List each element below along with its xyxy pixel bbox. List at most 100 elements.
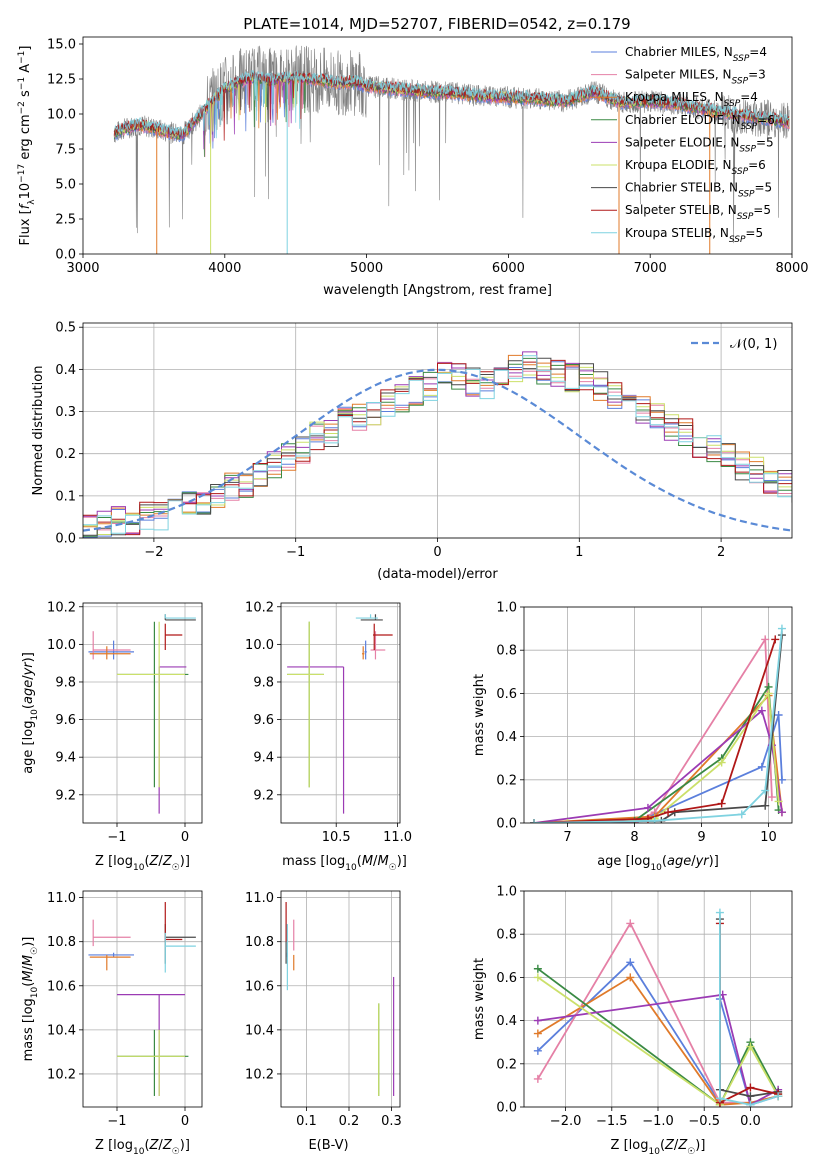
residual-histogram-1	[83, 361, 792, 534]
mass_vs_Z-axes: −1 0 10.2 10.4 10.6 10.8 11.0	[47, 891, 202, 1129]
x-tick-label: 0.1	[296, 1114, 317, 1129]
y-tick-label: 9.8	[55, 675, 76, 690]
x-tick-label: 7	[563, 830, 571, 845]
y-tick-label: 11.0	[245, 891, 274, 906]
legend-entry: Chabrier MILES, NSSP=4	[625, 45, 767, 64]
x-tick-label: 0	[181, 830, 189, 845]
y-tick-label: 0.4	[496, 1014, 517, 1029]
x-tick-label: −1.5	[596, 1114, 628, 1129]
weight_vs_age-ylabel: mass weight	[472, 674, 487, 756]
x-tick-label: −1.0	[642, 1114, 674, 1129]
residual-histogram-8	[83, 355, 792, 534]
y-tick-label: 9.2	[253, 788, 274, 803]
weight-marker	[761, 786, 770, 795]
residual-histograms	[83, 351, 792, 538]
weight-marker	[626, 973, 635, 982]
model-spectrum-6	[113, 71, 790, 139]
y-tick-label: 0.0	[496, 1101, 517, 1116]
y-tick-label: 0.4	[55, 363, 76, 378]
y-tick-label: 10.2	[47, 1067, 76, 1082]
age-vs-z-xlabel: Z [log10(Z/Z☉)]	[95, 854, 190, 873]
y-tick-label: 12.5	[47, 73, 76, 88]
weight-marker	[626, 958, 635, 967]
weight-marker	[746, 1083, 755, 1092]
weight-marker	[746, 1042, 755, 1051]
weight-marker	[774, 797, 783, 806]
y-tick-label: 9.6	[55, 713, 76, 728]
weight-marker	[717, 758, 726, 767]
residuals-xlabel: (data-model)/error	[377, 567, 498, 582]
figure-title: PLATE=1014, MJD=52707, FIBERID=0542, z=0…	[243, 15, 630, 33]
y-tick-label: 9.4	[253, 751, 274, 766]
y-tick-label: 0.8	[496, 644, 517, 659]
weight-marker	[774, 711, 783, 719]
age_vs_Z-frame	[82, 602, 203, 824]
weight-vs-age-xlabel: age [log10(age/yr)]	[597, 854, 719, 873]
weight-series-5	[537, 976, 779, 1107]
legend-entry: Salpeter MILES, NSSP=3	[625, 68, 766, 87]
legend-entry: Salpeter ELODIE, NSSP=5	[625, 135, 774, 154]
weight-marker	[530, 819, 539, 823]
weight_vs_Z-lines	[533, 908, 783, 1107]
age_vs_Z-axes: −1 0 9.2 9.4 9.6 9.8 10.0 10.2	[47, 600, 202, 845]
weight-series-1	[534, 636, 773, 823]
y-tick-label: 0.8	[496, 928, 517, 943]
weight-marker	[533, 1046, 542, 1055]
weight-marker	[737, 810, 746, 819]
weight_vs_Z-frame	[523, 890, 793, 1108]
y-tick-label: 10.8	[47, 935, 76, 950]
residuals-frame	[82, 322, 793, 539]
spectrum-legend: Chabrier MILES, NSSP=4 Salpeter MILES, NS…	[591, 45, 775, 245]
y-tick-label: 1.0	[496, 885, 517, 900]
weight-series-4	[537, 993, 779, 1107]
weight-marker	[563, 819, 572, 823]
y-tick-label: 5.0	[55, 178, 76, 193]
age_vs_mass-errorbars	[287, 614, 393, 814]
x-tick-label: 6000	[492, 261, 525, 276]
weight-series-6	[719, 919, 779, 1098]
weight-marker	[664, 808, 673, 817]
residuals-legend-entry: 𝒩(0, 1)	[730, 337, 777, 352]
x-tick-label: 0.0	[740, 1114, 761, 1129]
x-tick-label: −1	[286, 545, 305, 560]
y-tick-label: 10.4	[47, 1023, 76, 1038]
x-tick-label: 8	[630, 830, 638, 845]
weight-marker	[533, 1016, 542, 1025]
y-tick-label: 9.8	[253, 675, 274, 690]
mass_vs_ebv-errorbars	[285, 902, 395, 1096]
weight-marker	[533, 964, 542, 973]
model-spectrum-8	[114, 69, 790, 139]
weight-marker	[717, 799, 726, 808]
x-tick-label: 0.2	[339, 1114, 360, 1129]
spectrum-xlabel: wavelength [Angstrom, rest frame]	[323, 283, 552, 298]
x-tick-label: 2	[717, 545, 725, 560]
legend-entry: Kroupa MILES, NSSP=4	[625, 90, 758, 109]
weight-marker	[777, 775, 786, 784]
weight-series-5	[534, 690, 780, 823]
y-tick-label: 0.0	[496, 817, 517, 832]
y-tick-label: 0.1	[55, 489, 76, 504]
y-tick-label: 9.6	[253, 713, 274, 728]
y-tick-label: 0.5	[55, 321, 76, 336]
x-tick-label: −2	[144, 545, 163, 560]
y-tick-label: 0.0	[55, 248, 76, 263]
residuals-ylabel: Normed distribution	[31, 366, 46, 496]
x-tick-label: −2.0	[550, 1114, 582, 1129]
y-tick-label: 11.0	[47, 891, 76, 906]
mass_vs_ebv-frame	[280, 890, 401, 1108]
weight-marker	[764, 689, 773, 698]
weight-marker	[757, 762, 766, 771]
y-tick-label: 0.2	[55, 447, 76, 462]
mass_vs_Z-frame	[82, 890, 203, 1108]
weight-marker	[761, 801, 770, 810]
weight-series-8	[719, 912, 779, 1106]
weight-marker	[777, 624, 786, 633]
y-tick-label: 0.2	[496, 1057, 517, 1072]
y-tick-label: 0.6	[496, 971, 517, 986]
x-tick-label: 8000	[775, 261, 808, 276]
weight-marker	[626, 919, 635, 928]
weight-marker	[650, 816, 659, 823]
weight-series-3	[537, 968, 779, 1107]
x-tick-label: 4000	[208, 261, 241, 276]
